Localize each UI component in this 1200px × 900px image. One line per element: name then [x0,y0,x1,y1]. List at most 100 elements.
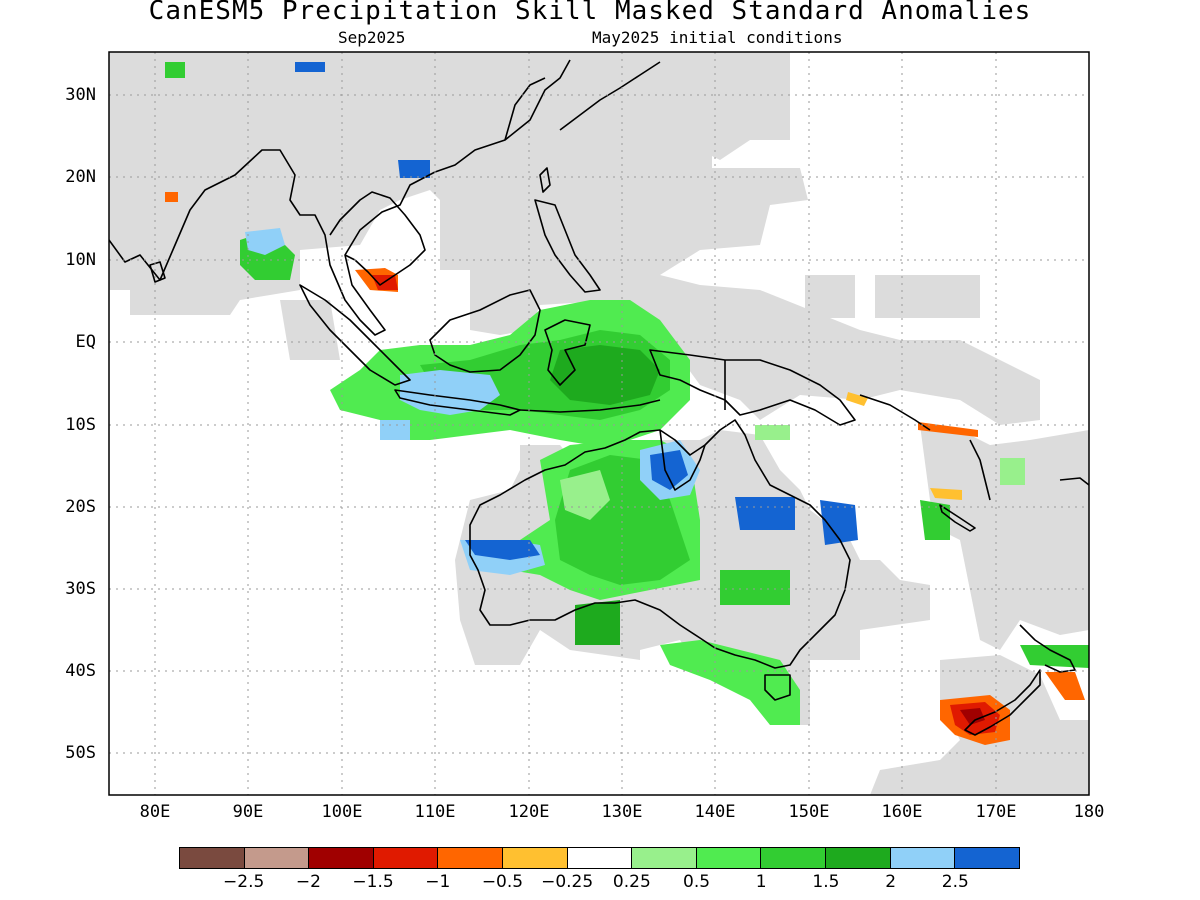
map-title: CanESM5 Precipitation Skill Masked Stand… [148,0,1032,26]
anomaly-vanuatu [1000,458,1025,485]
anomaly-tibet-green [165,62,185,78]
coast-sulawesi [544,319,591,386]
coast-taiwan [539,167,551,193]
anomaly-india-orange [165,192,178,202]
mask-asia-east [590,52,790,160]
mask-indian-ne [280,300,340,360]
anomaly-nz-south-darkred [960,708,985,725]
negative-anomalies [165,192,1085,745]
coast-lesser-sunda [519,399,661,413]
legend-label: 2 [885,872,897,892]
anomaly-nz-north [1020,645,1089,668]
coast-new-guinea [649,349,856,426]
legend-label: 1.5 [812,872,840,892]
lon-label-160e: 160E [881,802,923,822]
coast-fiji [1059,477,1089,486]
anomaly-qld-blue [735,497,795,530]
masked-regions [109,52,1089,795]
coast-australia [469,419,851,669]
anomaly-nsw-blue [820,500,858,545]
lat-label-40s: 40S [65,661,96,681]
initial-conditions: May2025 initial conditions [592,28,843,47]
mask-islands-2 [875,275,980,318]
anomaly-solomon-orange [918,422,978,437]
legend-swatch [438,848,504,868]
lon-label-130e: 130E [601,802,643,822]
legend-swatch [503,848,568,868]
lat-label-10n: 10N [65,250,96,270]
anomaly-new-caledonia [920,500,950,540]
legend-label: −1.5 [352,872,394,892]
lon-label-120e: 120E [508,802,550,822]
coast-new-caledonia [939,504,976,532]
legend-swatch [244,848,310,868]
legend-label: 0.25 [612,872,651,892]
coast-gulf-carpentaria [659,429,706,491]
anomaly-coral-yellow [930,488,962,500]
mask-sw-pacific [920,425,1089,650]
anomaly-china-blue [398,160,430,178]
anomaly-s-australia [575,600,620,645]
legend-label: 1 [755,872,767,892]
legend-swatch [632,848,697,868]
coast-philippines [534,199,601,293]
legend-label: −2.5 [223,872,265,892]
legend-swatch [955,848,1019,868]
mask-islands-1 [805,275,855,318]
coast-mainland-asia [109,59,571,336]
anomaly-north-blue [295,62,325,72]
positive-anomalies [165,62,1089,725]
legend-swatch [567,848,633,868]
coast-sumatra [299,284,411,386]
coast-tasmania [764,674,791,701]
legend-label: −1 [425,872,451,892]
color-legend [179,847,1020,869]
coast-java [394,389,521,416]
coast-nz-north [1019,624,1076,673]
lat-label-20n: 20N [65,167,96,187]
lat-label-20s: 20S [65,497,96,517]
anomaly-nz-east-orange [1045,672,1085,700]
legend-label: −0.5 [481,872,524,892]
coast-japan [559,61,661,131]
legend-label: −0.25 [541,872,594,892]
lon-label-80e: 80E [139,802,171,822]
anomaly-png-light [755,425,790,440]
forecast-month: Sep2025 [338,28,406,47]
graticule [109,52,1089,795]
anomaly-e-australia [720,570,790,605]
lon-label-140e: 140E [694,802,736,822]
legend-swatch [696,848,762,868]
lat-label-30n: 30N [65,85,96,105]
anomaly-sumatra-light [380,420,410,440]
legend-swatch [373,848,439,868]
lon-label-150e: 150E [788,802,830,822]
lon-label-100e: 100E [321,802,363,822]
legend-swatch [309,848,374,868]
anomaly-png-yellow [846,392,868,406]
coast-borneo [429,289,541,373]
anomaly-w-australia-blue [465,540,540,560]
coast-indochina [329,191,426,286]
legend-swatch [826,848,891,868]
coast-sri-lanka [149,261,166,283]
anomaly-gulf-carpentaria-core [650,450,688,490]
lat-label-eq: EQ [75,332,96,352]
legend-label: 2.5 [941,872,969,892]
legend-label: −2 [295,872,321,892]
map-frame [108,51,1090,796]
lat-label-10s: 10S [65,415,96,435]
coast-nz-south [964,669,1041,736]
lon-label-180: 180 [1073,802,1105,822]
lon-label-110e: 110E [414,802,456,822]
anomaly-se-australia [660,640,800,725]
lat-label-50s: 50S [65,743,96,763]
anomaly-maritime-max [550,345,660,405]
coast-vanuatu [969,439,991,501]
mask-westpac [660,285,1040,425]
lon-label-170e: 170E [975,802,1017,822]
anomaly-bay-bengal-blue [245,228,285,255]
lat-label-30s: 30S [65,579,96,599]
legend-swatch [180,848,245,868]
